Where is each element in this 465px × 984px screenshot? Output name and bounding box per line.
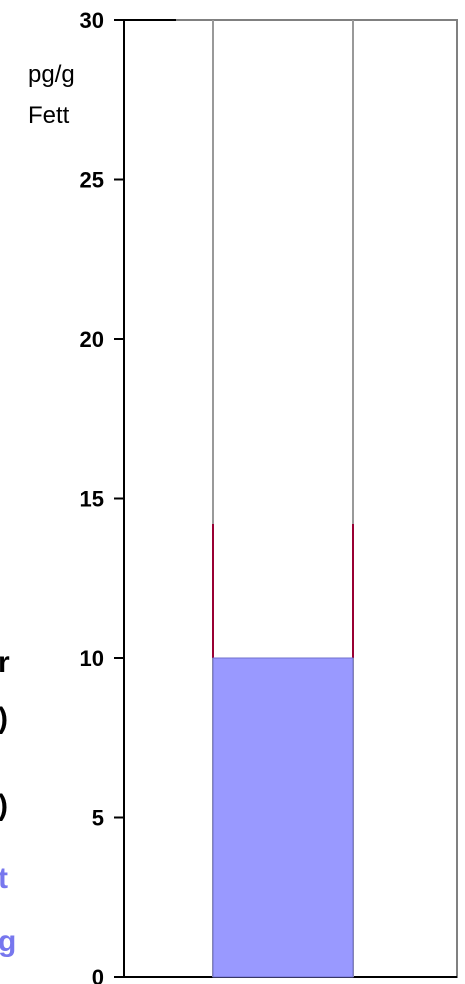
y-tick-label: 20: [80, 327, 104, 352]
y-tick-label: 25: [80, 168, 104, 193]
edge-fragment-3: ): [0, 789, 8, 822]
y-tick-label: 10: [80, 646, 104, 671]
y-tick-label: 30: [80, 8, 104, 33]
bar: [212, 657, 354, 978]
y-axis-ticks: 0 5 10 15 20 25 30: [80, 8, 176, 984]
y-tick-label: 15: [80, 487, 104, 512]
edge-fragment-4: t: [0, 862, 8, 895]
bar-series: [212, 20, 354, 978]
edge-fragment-2: ): [0, 702, 8, 735]
edge-fragment-5: g: [0, 925, 16, 958]
y-tick-label: 5: [92, 806, 104, 831]
y-tick-label: 0: [92, 965, 104, 984]
y-axis-unit-line-1: pg/g: [28, 61, 75, 88]
y-axis-unit-line-2: Fett: [28, 102, 70, 129]
edge-fragment-1: r: [0, 646, 10, 679]
